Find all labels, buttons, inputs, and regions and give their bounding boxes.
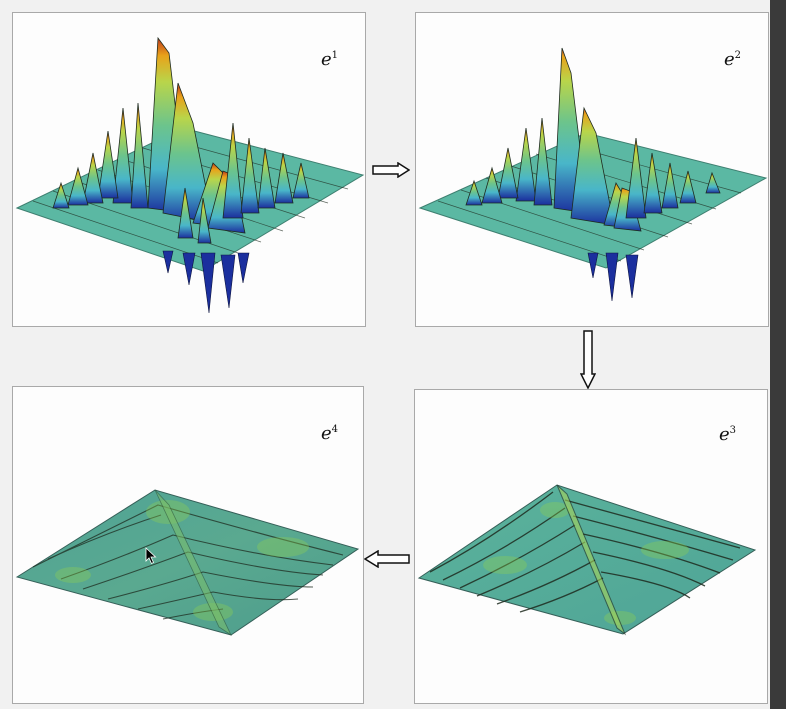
surface-plot-e4 <box>15 489 360 637</box>
surface-plot-e3 <box>417 484 757 636</box>
arrow-left-icon <box>364 550 410 568</box>
panel-label-e2: e2 <box>724 49 742 70</box>
surface-plot-e1 <box>15 36 365 314</box>
panel-label-e3: e3 <box>719 424 737 445</box>
surface-plot-e2 <box>418 47 768 302</box>
arrow-right-icon <box>372 162 410 178</box>
panel-label-e4: e4 <box>321 423 339 444</box>
window-edge <box>770 0 786 709</box>
panel-label-e1: e1 <box>321 49 339 70</box>
arrow-down-icon <box>580 330 596 390</box>
panel-e3: e3 <box>414 389 768 704</box>
panel-e2: e2 <box>415 12 769 327</box>
mouse-cursor-icon <box>145 547 157 565</box>
panel-e4: e4 <box>12 386 364 704</box>
panel-e1: e1 <box>12 12 366 327</box>
